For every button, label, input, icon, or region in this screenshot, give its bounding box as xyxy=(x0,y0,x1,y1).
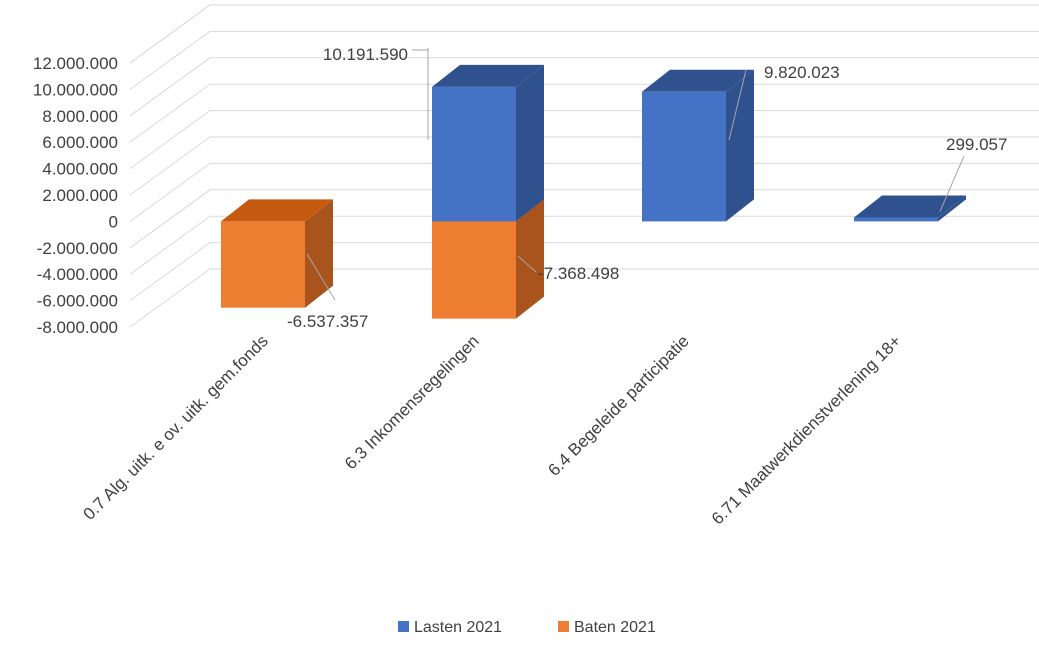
legend-item[interactable]: Baten 2021 xyxy=(558,619,656,636)
bar-baten-2021 xyxy=(221,199,333,308)
gridline xyxy=(129,4,1039,64)
y-tick-label: 6.000.000 xyxy=(42,133,118,152)
gridline xyxy=(129,4,1039,64)
legend-label: Lasten 2021 xyxy=(414,619,502,636)
gridline xyxy=(129,189,1039,249)
legend[interactable]: Lasten 2021 Baten 2021 xyxy=(398,619,656,636)
leader-line xyxy=(306,253,336,301)
legend-swatch xyxy=(558,621,569,632)
y-tick-label: 8.000.000 xyxy=(42,107,118,126)
bar-lasten-2021-side xyxy=(516,64,544,222)
x-category-label: 6.4 Begeleide participatie xyxy=(544,331,692,479)
data-labels: 10.191.590 9.820.023 299.057 -6.537.357 -7.3… xyxy=(287,45,1007,331)
bar-lasten-2021 xyxy=(854,195,966,222)
y-tick-label: -8.000.000 xyxy=(37,318,118,337)
bar-lasten-2021-side xyxy=(938,195,966,222)
gridline xyxy=(129,110,1039,170)
data-label: -7.368.498 xyxy=(538,264,619,283)
gridline xyxy=(129,242,1039,302)
legend-swatch xyxy=(398,621,409,632)
gridline xyxy=(129,268,1039,328)
bar-lasten-2021 xyxy=(432,64,544,222)
bar-lasten-2021-top xyxy=(642,69,754,92)
bar-lasten-2021-front xyxy=(432,86,516,222)
gridline xyxy=(129,215,1039,275)
y-tick-label: 4.000.000 xyxy=(42,160,118,179)
y-tick-label: 10.000.000 xyxy=(33,80,118,99)
data-label: -6.537.357 xyxy=(287,312,368,331)
gridline xyxy=(129,83,1039,143)
gridlines xyxy=(129,4,1039,328)
data-label: 9.820.023 xyxy=(764,63,840,82)
bar-baten-2021-front xyxy=(221,221,305,308)
x-category-label: 6.71 Maatwerkdienstverlening 18+ xyxy=(708,331,905,528)
y-tick-label: 12.000.000 xyxy=(33,54,118,73)
bar-baten-2021-side xyxy=(305,199,333,308)
bar-lasten-2021-top xyxy=(854,195,966,218)
legend-item[interactable]: Lasten 2021 xyxy=(398,619,502,636)
gridline xyxy=(129,136,1039,196)
bar-lasten-2021-side xyxy=(726,69,754,222)
y-axis: 12.000.000 10.000.000 8.000.000 6.000.000 4.… xyxy=(33,54,118,337)
x-category-label: 6.3 Inkomensregelingen xyxy=(341,331,483,473)
y-tick-label: -4.000.000 xyxy=(37,265,118,284)
legend-label: Baten 2021 xyxy=(574,619,656,636)
gridline xyxy=(129,30,1039,90)
gridline xyxy=(129,57,1039,117)
bar-lasten-2021-front xyxy=(854,217,938,222)
gridline xyxy=(129,162,1039,222)
data-label: 10.191.590 xyxy=(323,45,408,64)
bar-lasten-2021-top xyxy=(432,64,544,87)
y-tick-label: 2.000.000 xyxy=(42,186,118,205)
x-axis-category-labels: 0.7 Alg. uitk. e ov. uitk. gem.fonds 6.3 … xyxy=(80,331,905,528)
y-tick-label: -2.000.000 xyxy=(37,239,118,258)
bars xyxy=(221,64,966,319)
bar-lasten-2021-front xyxy=(642,91,726,222)
leader-line xyxy=(939,155,965,212)
leader-line xyxy=(517,255,537,273)
x-category-label: 0.7 Alg. uitk. e ov. uitk. gem.fonds xyxy=(80,331,272,523)
bar-baten-2021-side xyxy=(516,199,544,319)
bar-baten-2021-front xyxy=(432,221,516,319)
bar-lasten-2021 xyxy=(642,69,754,222)
y-tick-label: 0 xyxy=(109,212,118,231)
bar-baten-2021-top xyxy=(221,199,333,222)
leader-line xyxy=(728,69,747,141)
y-tick-label: -6.000.000 xyxy=(37,292,118,311)
data-label: 299.057 xyxy=(946,135,1007,154)
